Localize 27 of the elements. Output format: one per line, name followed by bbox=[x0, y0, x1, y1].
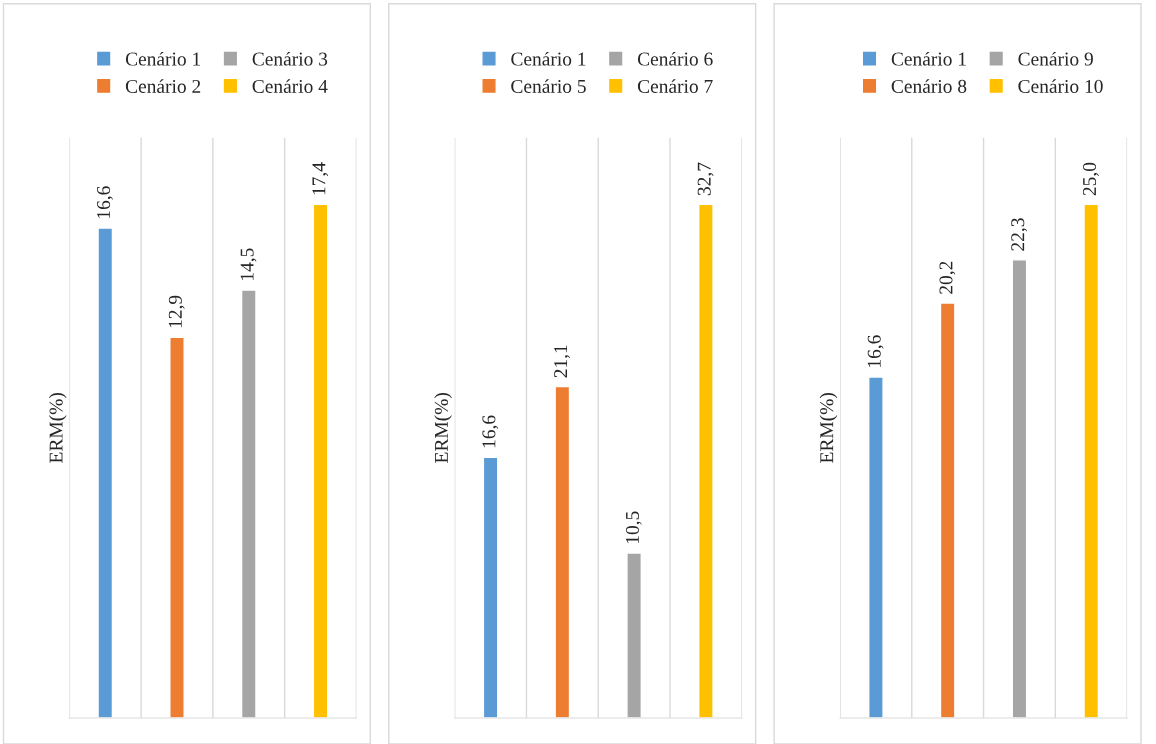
category-label: Cenário 10 bbox=[1018, 79, 1103, 93]
category-label: Cenário 1 bbox=[511, 51, 586, 66]
data-label: 25,0 bbox=[1082, 162, 1099, 196]
category-label: Cenário 5 bbox=[511, 79, 586, 93]
category-label: Cenário 3 bbox=[252, 51, 328, 66]
data-label: 17,4 bbox=[312, 162, 329, 195]
data-label: 16,6 bbox=[867, 335, 884, 367]
category-label: Cenário 4 bbox=[252, 79, 328, 93]
category-label: Cenário 2 bbox=[125, 79, 201, 93]
data-label: 16,6 bbox=[97, 186, 113, 218]
category-label: Cenário 1 bbox=[891, 51, 966, 66]
data-label: 16,6 bbox=[482, 415, 499, 448]
y-axis-title: ERM(%) bbox=[48, 393, 67, 463]
data-label: 12,9 bbox=[168, 295, 185, 328]
data-label: 32,7 bbox=[697, 162, 714, 196]
data-label: 21,1 bbox=[554, 345, 571, 378]
category-label: Cenário 1 bbox=[125, 51, 201, 66]
category-label: Cenário 8 bbox=[891, 79, 967, 93]
data-label: 14,5 bbox=[240, 248, 257, 280]
data-label: 20,2 bbox=[939, 261, 956, 294]
category-label: Cenário 9 bbox=[1018, 51, 1093, 66]
y-axis-title: ERM(%) bbox=[434, 393, 452, 463]
category-label: Cenário 6 bbox=[637, 51, 713, 66]
data-label: 10,5 bbox=[625, 511, 642, 544]
data-label: 22,3 bbox=[1011, 218, 1028, 251]
category-label: Cenário 7 bbox=[637, 79, 713, 93]
y-axis-title: ERM(%) bbox=[819, 393, 838, 463]
